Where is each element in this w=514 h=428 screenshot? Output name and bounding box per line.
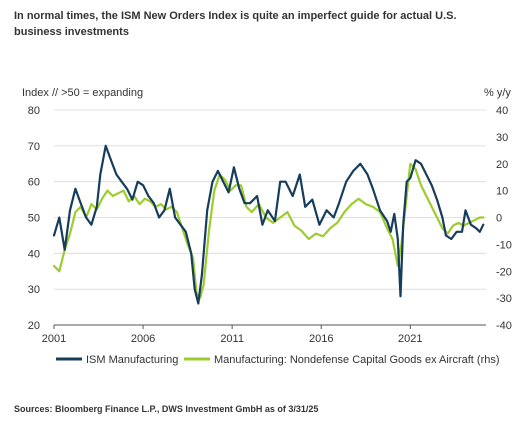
y-tick-label-right: -30 bbox=[496, 293, 512, 305]
y-tick-label-right: 40 bbox=[496, 105, 508, 117]
y-tick-label-left: 40 bbox=[28, 248, 40, 260]
gridlines bbox=[54, 109, 486, 290]
y-tick-label-right: -40 bbox=[496, 320, 512, 332]
y-tick-label-right: 20 bbox=[496, 159, 508, 171]
chart-title: In normal times, the ISM New Orders Inde… bbox=[14, 10, 457, 38]
y-tick-label-right: 0 bbox=[496, 213, 502, 225]
axes: 80 70 60 50 40 30 20 40 30 20 10 0 -10 -20 -30 -40 2001 2… bbox=[28, 105, 512, 345]
y-axis-label-right: % y/y bbox=[484, 87, 511, 99]
y-tick-label-right: -10 bbox=[496, 239, 512, 251]
series-lines bbox=[52, 144, 485, 305]
legend: ISM Manufacturing Manufacturing: Nondefen… bbox=[56, 354, 500, 366]
y-tick-label-left: 80 bbox=[28, 105, 40, 117]
y-tick-label-right: -20 bbox=[496, 266, 512, 278]
y-tick-label-right: 10 bbox=[496, 186, 508, 198]
series-line-ism-manufacturing bbox=[52, 144, 485, 305]
y-tick-label-left: 20 bbox=[28, 320, 40, 332]
y-tick-label-left: 50 bbox=[28, 213, 40, 225]
source-note: Sources: Bloomberg Finance L.P., DWS Inv… bbox=[14, 404, 319, 414]
y-tick-label-left: 70 bbox=[28, 141, 40, 153]
legend-label-ism: ISM Manufacturing bbox=[86, 354, 178, 366]
x-tick-label: 2016 bbox=[309, 333, 333, 345]
x-tick-label: 2021 bbox=[398, 333, 422, 345]
y-tick-label-left: 30 bbox=[28, 284, 40, 296]
x-tick-label: 2001 bbox=[42, 333, 66, 345]
y-axis-label-left: Index // >50 = expanding bbox=[22, 87, 143, 99]
x-tick-label: 2006 bbox=[131, 333, 155, 345]
series-line-capital-goods bbox=[52, 162, 485, 300]
y-tick-label-right: 30 bbox=[496, 132, 508, 144]
x-tick-label: 2011 bbox=[220, 333, 244, 345]
y-tick-label-left: 60 bbox=[28, 177, 40, 189]
legend-label-capital-goods: Manufacturing: Nondefense Capital Goods … bbox=[214, 354, 500, 366]
